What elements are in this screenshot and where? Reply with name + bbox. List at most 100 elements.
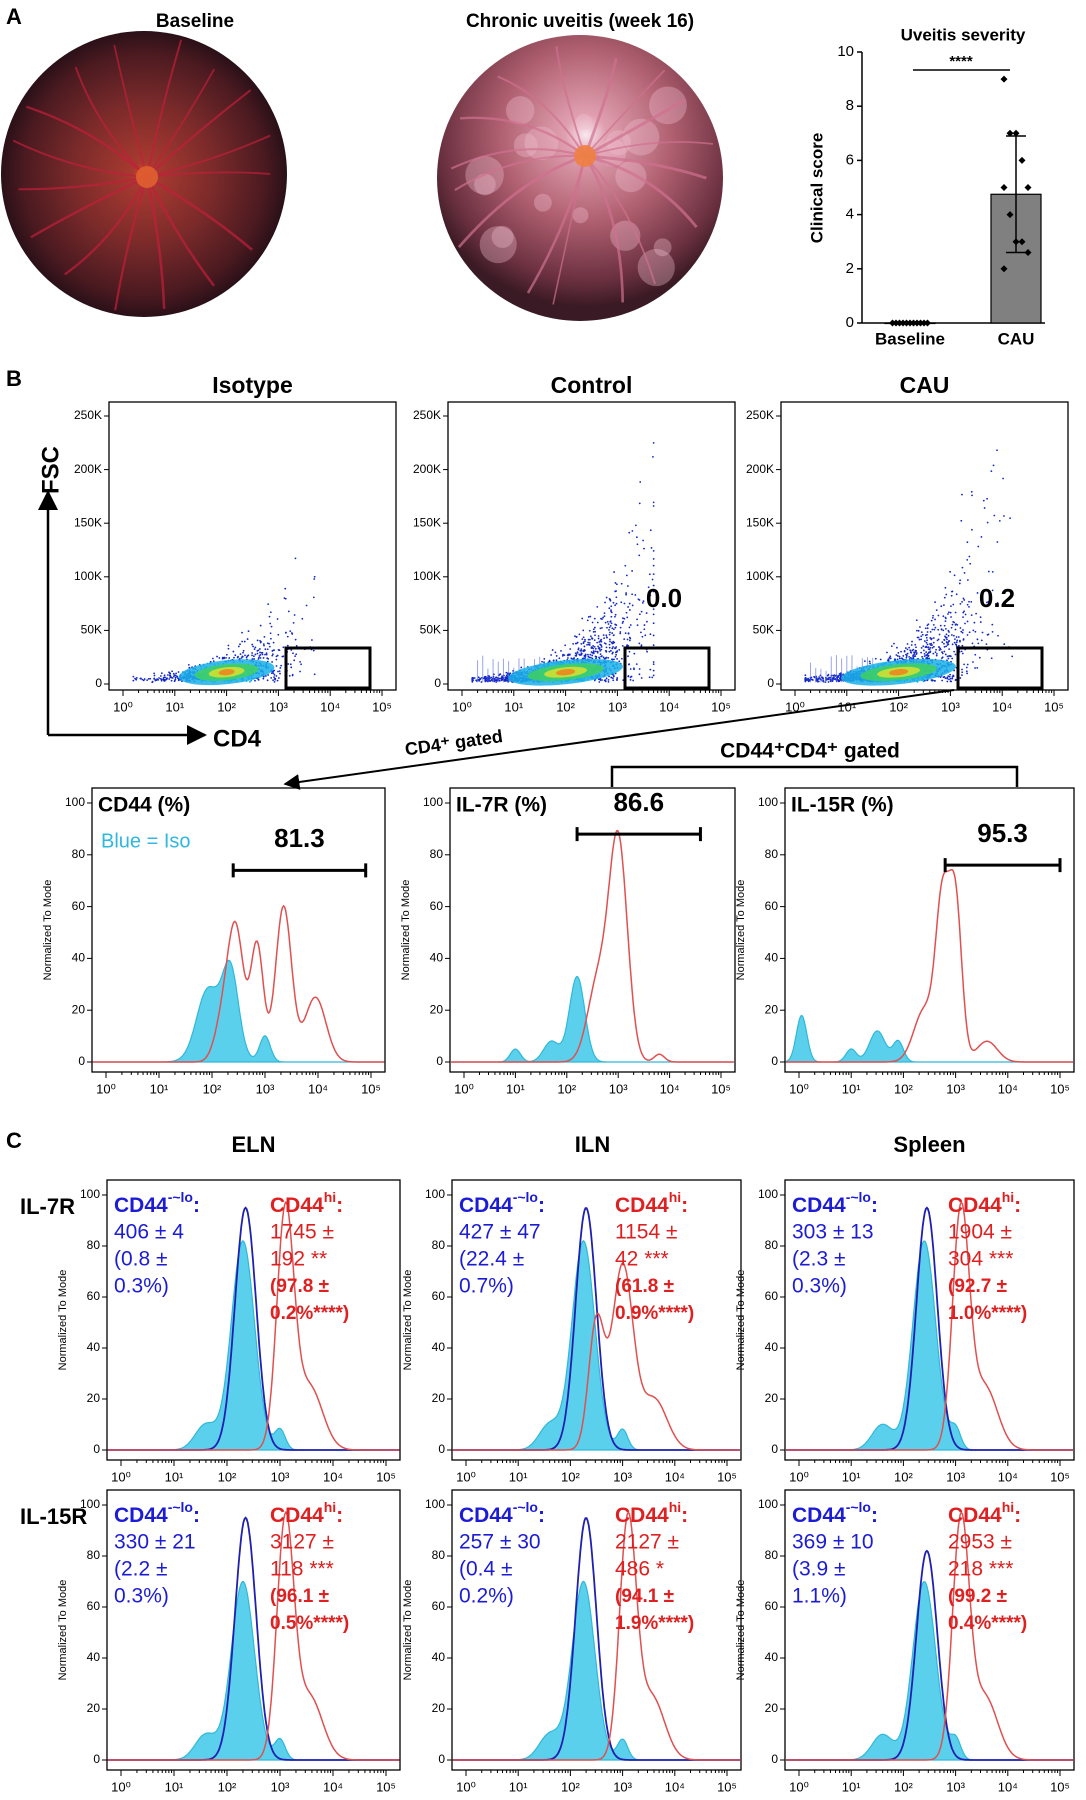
y-tick-label: 100 [758, 1187, 778, 1201]
event-dot [608, 598, 611, 600]
event-dot [974, 667, 976, 669]
event-dot [914, 649, 917, 652]
event-dot [910, 644, 913, 646]
event-dot [905, 655, 908, 657]
event-dot [253, 657, 256, 660]
heading-sup: -~lo [168, 1499, 193, 1515]
x-tick-label: 10⁴ [998, 1779, 1018, 1794]
heading-sup: hi [324, 1189, 336, 1205]
event-dot [954, 628, 957, 631]
event-dot [986, 633, 989, 636]
vessel [146, 89, 252, 178]
y-tick-label: 250K [74, 408, 102, 422]
heading-sup: hi [669, 1499, 681, 1515]
event-dot [261, 651, 264, 654]
event-dot [896, 646, 898, 649]
event-dot [959, 640, 961, 643]
event-dot [944, 635, 946, 638]
event-dot [652, 608, 655, 611]
hi-histogram [786, 1510, 1073, 1761]
plot-frame [108, 401, 397, 691]
event-dot [268, 645, 271, 648]
event-dot [943, 642, 945, 645]
event-dot [919, 626, 921, 628]
event-dot [290, 666, 293, 669]
event-dot [939, 624, 942, 627]
x-tick-label: 10¹ [509, 1779, 528, 1794]
event-dot [947, 629, 950, 632]
event-dot [950, 594, 953, 597]
event-dot [906, 643, 909, 645]
event-dot [256, 652, 259, 655]
x-tick-label: 10³ [613, 1779, 632, 1794]
event-dot [577, 647, 580, 650]
event-dot [888, 656, 891, 659]
event-dot [618, 648, 621, 651]
event-dot [652, 573, 655, 576]
event-dot [169, 676, 172, 679]
event-dot [935, 654, 938, 657]
event-dot [596, 621, 599, 624]
event-dot [291, 633, 294, 635]
event-dot [187, 663, 190, 666]
event-dot [652, 505, 655, 507]
event-dot [626, 638, 629, 641]
x-tick-label: 10⁴ [992, 699, 1012, 714]
event-dot [266, 679, 269, 682]
y-tick-label: 0 [438, 1752, 445, 1766]
event-dot [896, 658, 899, 661]
event-dot [996, 602, 999, 604]
vessel [30, 175, 148, 239]
event-dot [623, 638, 626, 641]
event-dot [265, 653, 268, 656]
event-dot [584, 638, 586, 641]
event-dot [951, 643, 954, 646]
event-dot [272, 672, 275, 675]
x-tick-label: 10⁰ [454, 1081, 474, 1096]
event-dot [593, 639, 596, 642]
event-dot [587, 638, 590, 641]
event-dot [926, 652, 929, 655]
axis-label: CD4 [213, 725, 262, 752]
event-dot [158, 677, 160, 679]
event-dot [488, 676, 490, 679]
event-dot [279, 667, 282, 669]
event-dot [925, 645, 928, 648]
event-dot [817, 678, 820, 680]
event-dot [605, 650, 608, 653]
event-dot [618, 660, 621, 663]
event-dot [976, 592, 979, 594]
event-dot [616, 679, 618, 681]
event-dot [281, 655, 284, 658]
event-dot [652, 549, 655, 552]
x-tick-label: 10¹ [165, 1779, 184, 1794]
event-dot [612, 646, 614, 648]
event-dot [969, 562, 972, 565]
lo-value: (0.4 ± [459, 1558, 513, 1581]
event-dot [272, 653, 274, 656]
heading-sup: hi [1002, 1189, 1014, 1205]
heading-end: : [681, 1504, 688, 1527]
gate-bar [575, 827, 702, 842]
vessel [457, 154, 586, 249]
event-dot [576, 651, 579, 654]
event-dot [550, 654, 552, 656]
event-dot [975, 612, 978, 615]
lesion [653, 238, 672, 257]
event-dot [263, 636, 266, 638]
hi-value: 3127 ± [270, 1531, 334, 1554]
y-tick-label: 40 [432, 1650, 446, 1664]
y-tick-label: 20 [765, 1002, 779, 1016]
plot-frame [91, 787, 386, 1073]
lo-value: 330 ± 21 [114, 1531, 196, 1554]
event-dot [613, 571, 615, 573]
event-dot [241, 640, 244, 643]
heading-end: : [193, 1194, 200, 1217]
event-dot [271, 661, 273, 663]
event-dot [970, 490, 973, 493]
image-title: Chronic uveitis (week 16) [466, 11, 694, 32]
heading-end: : [336, 1194, 343, 1217]
event-dot [926, 631, 929, 633]
event-dot [942, 615, 945, 618]
event-dot [622, 620, 625, 623]
